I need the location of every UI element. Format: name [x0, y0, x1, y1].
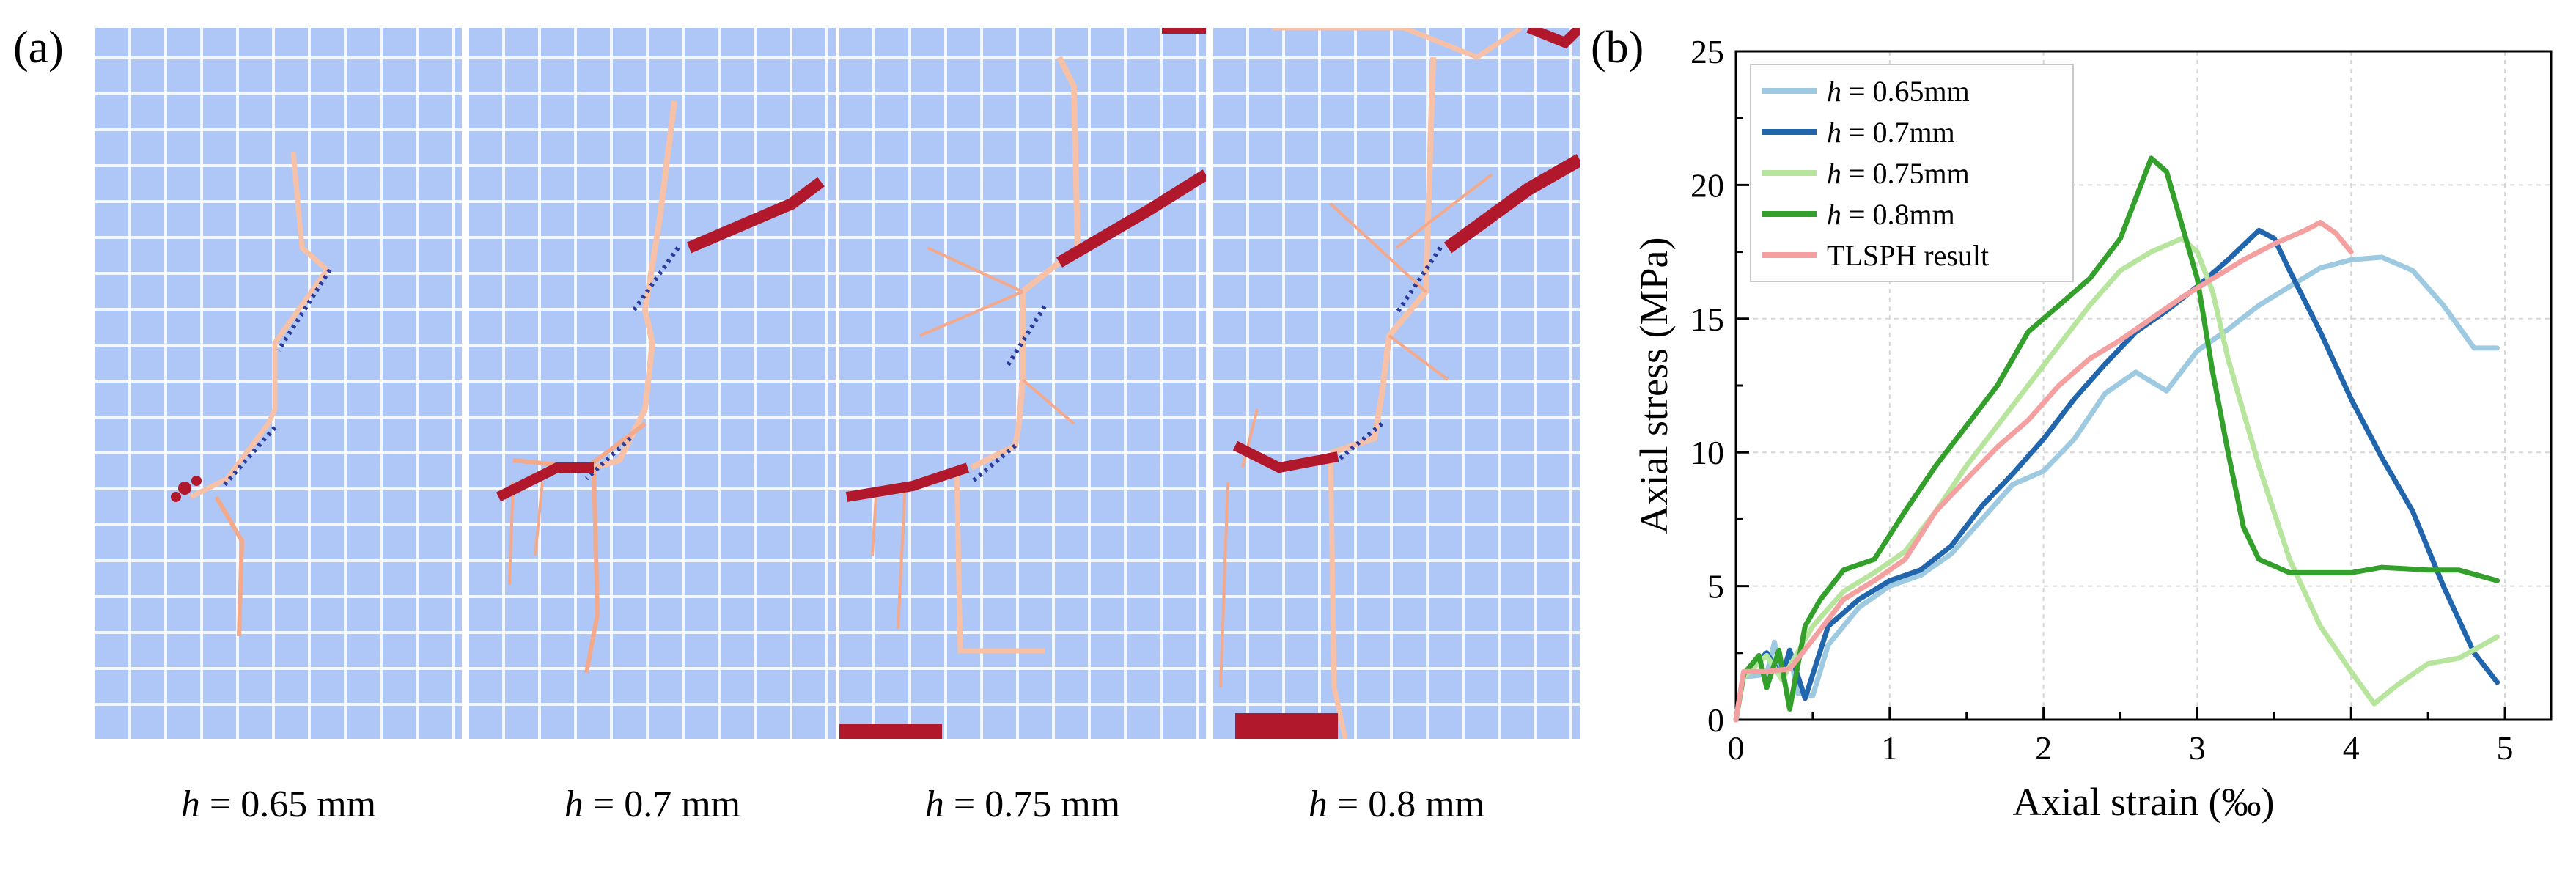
- crack-snapshot-h07: [469, 28, 836, 739]
- legend-entry: h = 0.7mm: [1827, 116, 1955, 149]
- caption-h065: h = 0.65 mm: [180, 784, 377, 825]
- caption-h07: h = 0.7 mm: [564, 784, 741, 825]
- caption-h075: h = 0.75 mm: [924, 784, 1121, 825]
- x-axis-label: Axial strain (‰): [2013, 780, 2275, 824]
- caption-h08: h = 0.8 mm: [1308, 784, 1485, 825]
- y-tick-label: 0: [1707, 701, 1724, 739]
- crack-pattern: [1219, 28, 1580, 739]
- x-tick-label: 0: [1728, 729, 1745, 767]
- y-tick-label: 15: [1690, 301, 1724, 338]
- crack-snapshot-h08: [1213, 28, 1580, 739]
- crack-pattern: [839, 28, 1206, 739]
- series-line: [1733, 220, 2354, 723]
- series-line: [1733, 155, 2500, 723]
- panel-label-a: (a): [13, 23, 64, 73]
- x-tick-label: 4: [2343, 729, 2360, 767]
- y-tick-label: 25: [1690, 33, 1724, 70]
- crack-snapshot-h075: [839, 28, 1206, 739]
- legend-entry: TLSPH result: [1827, 239, 1989, 272]
- x-tick-label: 2: [2035, 729, 2052, 767]
- panel-label-b: (b): [1591, 23, 1644, 73]
- series-line: [1733, 235, 2500, 723]
- stress-strain-chart: 0 1 2 3 4 5 0 5 10 15 20 25 Axial strain (‰) Axial st…: [1632, 33, 2553, 824]
- x-tick-label: 3: [2189, 729, 2206, 767]
- legend-entry: h = 0.8mm: [1827, 198, 1955, 231]
- y-tick-label: 10: [1690, 434, 1724, 471]
- legend: h = 0.65mm h = 0.7mm h = 0.75mm h = 0.8mm TL…: [1750, 64, 2074, 282]
- y-axis-label: Axial stress (MPa): [1632, 237, 1676, 534]
- series-line: [1733, 227, 2500, 723]
- crack-snapshot-h065: [95, 28, 462, 739]
- x-tick-label: 5: [2497, 729, 2514, 767]
- legend-entry: h = 0.65mm: [1827, 75, 1970, 108]
- series-line: [1733, 254, 2500, 723]
- crack-pattern: [496, 100, 825, 674]
- y-tick-label: 20: [1690, 166, 1724, 204]
- x-tick-label: 1: [1881, 729, 1898, 767]
- y-tick-label: 5: [1707, 568, 1724, 605]
- legend-entry: h = 0.75mm: [1827, 157, 1970, 190]
- crack-pattern: [171, 152, 332, 637]
